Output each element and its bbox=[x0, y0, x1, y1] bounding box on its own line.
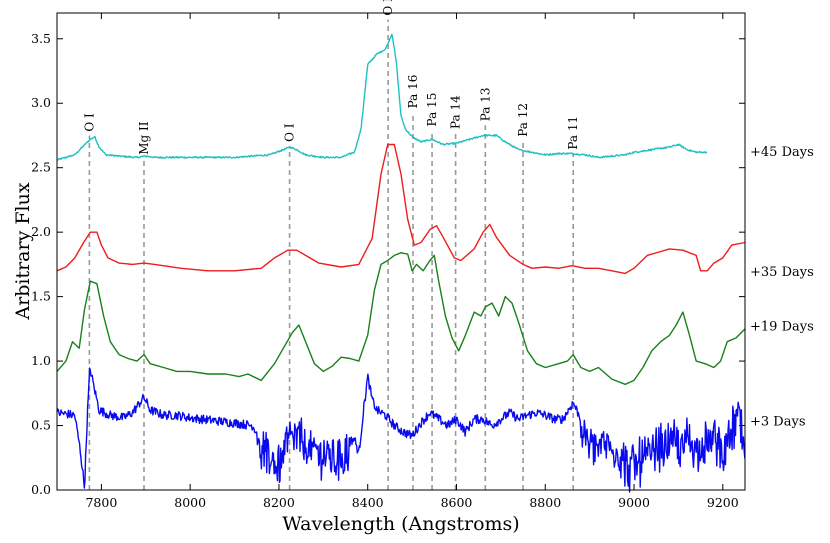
x-tick-label: 8800 bbox=[529, 495, 561, 510]
line-marker-label: Pa 11 bbox=[566, 116, 580, 150]
series-line bbox=[56, 33, 708, 161]
line-markers: O I Mg II O I O I Pa 16 Pa 15 Pa 14 Pa 13 Pa 12 P… bbox=[82, 0, 580, 490]
series-label: +3 Days bbox=[750, 415, 806, 430]
y-tick-label: 2.0 bbox=[31, 224, 51, 239]
y-tick-label: 3.5 bbox=[31, 31, 51, 46]
line-marker-label: Pa 16 bbox=[406, 75, 420, 109]
line-marker-label: Pa 15 bbox=[425, 93, 439, 127]
y-tick-label: 2.5 bbox=[31, 160, 51, 175]
series-line bbox=[56, 367, 746, 493]
plot-frame bbox=[56, 12, 746, 491]
y-axis-label: Arbitrary Flux bbox=[12, 182, 34, 320]
x-tick-label: 9200 bbox=[707, 495, 739, 510]
x-tick-label: 8400 bbox=[352, 495, 384, 510]
series-label: +35 Days bbox=[750, 265, 814, 280]
x-tick-label: 8200 bbox=[263, 495, 295, 510]
x-axis-label: Wavelength (Angstroms) bbox=[282, 513, 519, 535]
series-labels: +45 Days +35 Days +19 Days +3 Days bbox=[750, 145, 814, 429]
y-tick-label: 0.5 bbox=[31, 418, 51, 433]
line-marker-label: Pa 14 bbox=[449, 95, 463, 129]
x-tick-label: 8600 bbox=[441, 495, 473, 510]
series-label: +19 Days bbox=[750, 319, 814, 334]
line-marker-label: O I bbox=[283, 123, 297, 142]
line-marker-label: O I bbox=[381, 0, 395, 16]
x-tick-label: 7800 bbox=[85, 495, 117, 510]
line-marker-label: Pa 12 bbox=[516, 103, 530, 137]
series-line bbox=[56, 143, 746, 275]
y-axis-ticks: 0.0 0.5 1.0 1.5 2.0 2.5 3.0 3.5 bbox=[31, 31, 745, 497]
x-tick-label: 8000 bbox=[174, 495, 206, 510]
series-label: +45 Days bbox=[750, 145, 814, 160]
series-line bbox=[56, 252, 746, 385]
line-marker-label: Pa 13 bbox=[478, 88, 492, 122]
x-axis-ticks: 7800 8000 8200 8400 8600 8800 9000 9200 bbox=[85, 13, 739, 510]
y-tick-label: 1.5 bbox=[31, 289, 51, 304]
spectra-series bbox=[56, 33, 746, 493]
line-marker-label: Mg II bbox=[137, 121, 151, 155]
line-marker-label: O I bbox=[82, 113, 96, 132]
y-tick-label: 3.0 bbox=[31, 95, 51, 110]
y-tick-label: 1.0 bbox=[31, 353, 51, 368]
y-tick-label: 0.0 bbox=[31, 482, 51, 497]
x-tick-label: 9000 bbox=[618, 495, 650, 510]
